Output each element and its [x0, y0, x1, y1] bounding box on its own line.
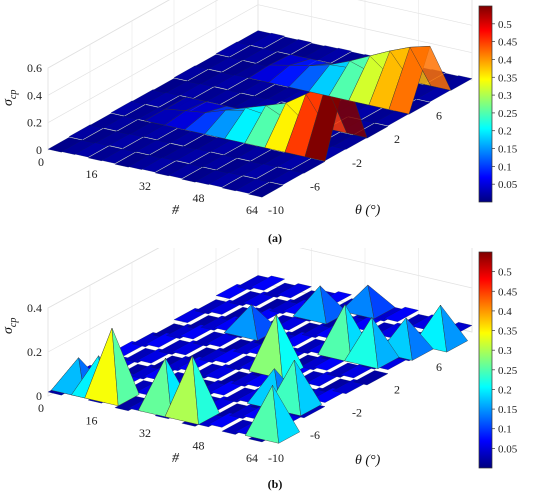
colorbar-tick-label: 0.1: [498, 424, 512, 436]
peak-facet: [192, 355, 220, 425]
surface-patch: [383, 306, 419, 322]
x-tick-label: 0: [38, 401, 44, 415]
y-tick-label: 6: [436, 360, 442, 374]
x-tick-label: 16: [86, 167, 98, 181]
y-tick-label: -2: [352, 156, 362, 170]
peak-facet: [294, 359, 322, 417]
surface-patch: [353, 370, 389, 386]
z-tick-label: 0: [36, 143, 42, 157]
colorbar-tick-label: 0.3: [498, 90, 512, 102]
x-tick-label: 64: [246, 451, 258, 465]
x-tick-label: 32: [139, 426, 151, 440]
x-tick-label: 48: [193, 439, 205, 453]
y-tick-label: 6: [436, 109, 442, 123]
peak-facet: [405, 317, 434, 361]
panel-label-b: (b): [268, 477, 283, 491]
x-tick-label: 32: [139, 179, 151, 193]
peak-facet: [440, 304, 469, 353]
z-axis-label-b: σcp: [1, 318, 19, 334]
colorbar-tick-label: 0.4: [498, 54, 512, 66]
colorbar-tick-label: 0.15: [498, 144, 518, 156]
surface-marks-b: [50, 284, 469, 444]
x-tick-label: 48: [193, 191, 205, 205]
y-tick-label: -10: [268, 451, 284, 465]
colorbar-tick-label: 0.15: [498, 404, 518, 416]
y-tick-label: -2: [352, 405, 362, 419]
colorbar-tick-label: 0.05: [498, 179, 518, 191]
peak-facet: [272, 385, 300, 444]
surface-marks-a: [143, 45, 452, 162]
colorbar-tick-label: 0.35: [498, 72, 518, 84]
colorbar-tick-label: 0.2: [498, 126, 512, 138]
z-tick-label: 0.2: [27, 116, 42, 130]
colorbar-tick-label: 0.5: [498, 267, 512, 279]
colorbar-ticks-b: 0.05 0.1 0.15 0.2 0.25 0.3 0.35 0.4 0.45 0.5: [492, 267, 518, 455]
colorbar-ticks-a: 0.05 0.1 0.15 0.2 0.25 0.3 0.35 0.4 0.45 0.5: [492, 19, 518, 191]
y-tick-label: 2: [394, 383, 400, 397]
y-tick-label: -10: [268, 203, 284, 217]
y-tick-label: -6: [310, 428, 320, 442]
surface-patch: [248, 182, 284, 198]
surface-patch: [250, 275, 286, 291]
ridge-facet: [409, 45, 452, 91]
panel-label-a: (a): [268, 231, 282, 245]
z-tick-label: 0: [36, 389, 42, 403]
y-tick-label: -6: [310, 179, 320, 193]
colorbar-tick-label: 0.2: [498, 384, 512, 396]
surface-patch: [276, 283, 312, 299]
peak-facet: [371, 317, 400, 370]
surface-patch: [290, 158, 326, 174]
x-axis-label-a: #: [172, 203, 180, 218]
colorbar-tick-label: 0.25: [498, 108, 518, 120]
colorbar-tick-label: 0.5: [498, 19, 512, 31]
colorbar-tick-label: 0.4: [498, 306, 512, 318]
surface-patch: [316, 47, 352, 64]
x-tick-label: 64: [246, 203, 258, 217]
peak-facet: [111, 327, 140, 407]
z-tick-label: 0.4: [27, 301, 42, 315]
colorbar-tick-label: 0.3: [498, 345, 512, 357]
colorbar-tick-label: 0.45: [498, 37, 518, 49]
y-axis-label-a: θ (°): [355, 203, 381, 218]
z-tick-label: 0.4: [27, 88, 42, 102]
x-tick-label: 0: [38, 155, 44, 169]
colorbar-tick-label: 0.35: [498, 326, 518, 338]
surface-patch: [276, 39, 312, 55]
x-axis-label-b: #: [172, 451, 180, 466]
surface-patch: [250, 32, 286, 49]
colorbar-a: [478, 5, 493, 203]
z-axis-label-a: σcp: [1, 90, 19, 106]
colorbar-tick-label: 0.25: [498, 365, 518, 377]
y-tick-label: 2: [394, 132, 400, 146]
colorbar-tick-label: 0.1: [498, 161, 512, 173]
z-tick-label: 0.6: [27, 61, 42, 75]
x-tick-label: 16: [86, 414, 98, 428]
colorbar-tick-label: 0.05: [498, 443, 518, 455]
colorbar-tick-label: 0.45: [498, 286, 518, 298]
peak-facet: [367, 284, 396, 320]
y-axis-label-b: θ (°): [355, 453, 381, 468]
z-tick-label: 0.2: [27, 345, 42, 359]
colorbar-b: [478, 251, 493, 469]
